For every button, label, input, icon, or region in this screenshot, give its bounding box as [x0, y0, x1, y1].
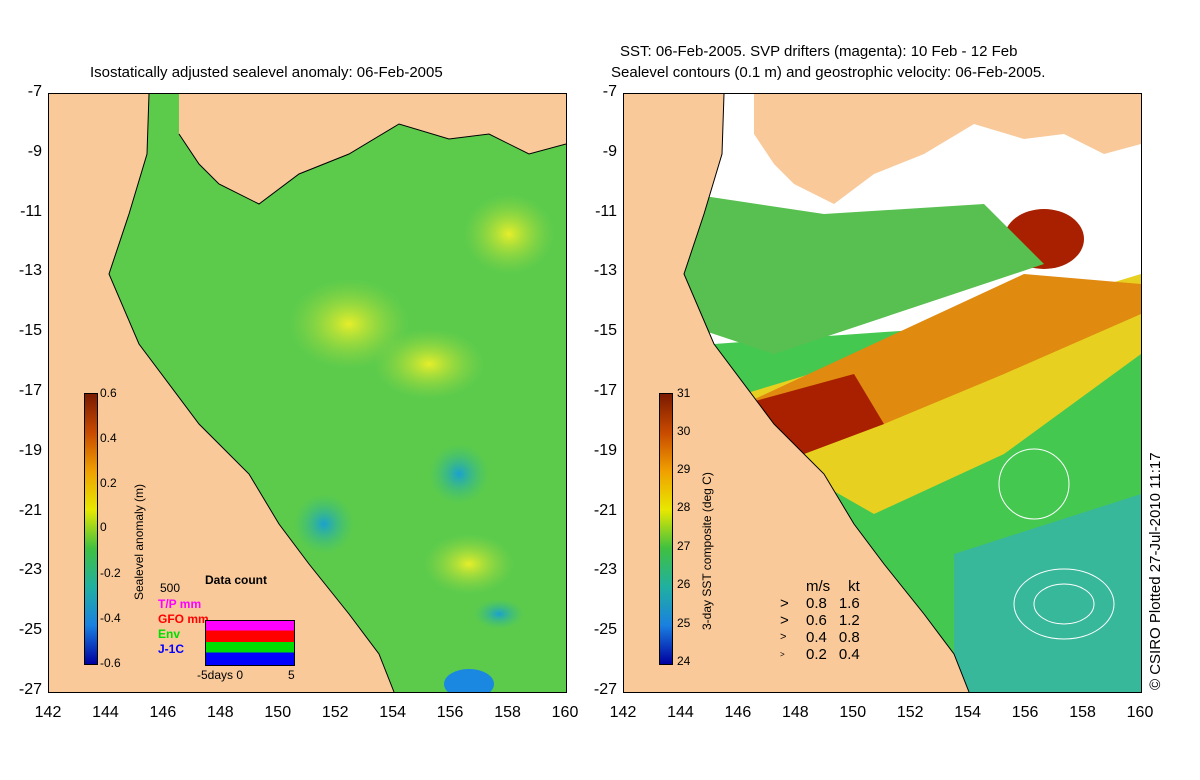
longitude-tick-label: 154	[954, 704, 981, 721]
latitude-tick-label: -9	[602, 142, 617, 160]
longitude-tick-label: 146	[149, 704, 177, 721]
latitude-tick-label: -17	[18, 382, 42, 399]
velocity-ms-value: 0.6	[806, 612, 827, 629]
latitude-tick-label: -11	[595, 202, 617, 220]
latitude-tick-label: -19	[18, 441, 42, 459]
data-count-legend-gfo: GFO mm	[158, 612, 209, 626]
right-map-title-line2: Sealevel contours (0.1 m) and geostrophi…	[611, 64, 1046, 81]
sst-colorbar-tick: 26	[677, 577, 691, 591]
longitude-tick-label: 154	[379, 704, 406, 721]
longitude-tick-label: 158	[1069, 704, 1096, 721]
sst-map-graphic	[624, 94, 1141, 692]
longitude-tick-label: 156	[1011, 704, 1039, 721]
latitude-tick-label: -11	[20, 202, 42, 220]
longitude-tick-label: 152	[896, 704, 924, 721]
longitude-tick-label: 146	[724, 704, 752, 721]
longitude-tick-label: 148	[781, 704, 809, 721]
sealevel-colorbar	[84, 393, 98, 665]
sst-colorbar-title: 3-day SST composite (deg C)	[700, 472, 714, 630]
velocity-kt-value: 1.2	[838, 612, 860, 629]
data-count-title: Data count	[205, 573, 268, 587]
velocity-kt-value: 0.8	[838, 629, 860, 646]
velocity-ms-value: 0.4	[806, 629, 827, 646]
velocity-legend-kt-header: kt	[848, 578, 860, 595]
velocity-kt-value: 0.4	[838, 646, 860, 663]
longitude-tick-label: 148	[206, 704, 234, 721]
latitude-tick-label: -13	[18, 262, 42, 280]
velocity-ms-value: 0.8	[806, 595, 827, 612]
latitude-tick-label: -27	[593, 681, 617, 698]
sst-colorbar-tick: 30	[677, 424, 691, 438]
sst-colorbar-tick: 25	[677, 616, 691, 630]
longitude-tick-label: 152	[321, 704, 349, 721]
sst-colorbar-tick: 27	[677, 539, 691, 553]
longitude-tick-label: 160	[551, 704, 579, 721]
left-map-title: Isostatically adjusted sealevel anomaly:…	[90, 64, 443, 81]
colorbar-tick: 0.4	[100, 431, 117, 445]
sealevel-anomaly-map	[48, 93, 567, 693]
longitude-tick-label: 158	[494, 704, 521, 721]
sealevel-map-graphic	[49, 94, 566, 692]
longitude-tick-label: 142	[34, 704, 62, 721]
arrow-icon: >	[780, 612, 789, 629]
sst-colorbar-tick: 31	[677, 386, 691, 400]
latitude-tick-label: -23	[18, 561, 42, 579]
colorbar-tick: 0.6	[100, 386, 117, 400]
latitude-tick-label: -21	[593, 501, 617, 519]
colorbar-tick: -0.4	[100, 611, 121, 625]
arrow-icon: >	[780, 595, 789, 612]
longitude-tick-label: 144	[667, 704, 694, 721]
velocity-legend: m/s kt >0.8 1.6 >0.6 1.2 >0.4 0.8 >0.2 0.4	[780, 578, 860, 663]
latitude-tick-label: -21	[18, 501, 42, 519]
latitude-tick-label: -25	[18, 621, 42, 639]
latitude-tick-label: -25	[593, 621, 617, 639]
latitude-tick-label: -23	[593, 561, 617, 579]
latitude-tick-label: -7	[27, 83, 42, 100]
colorbar-tick: 0.2	[100, 476, 117, 490]
latitude-tick-label: -7	[602, 83, 617, 100]
sst-colorbar-tick: 28	[677, 500, 691, 514]
arrow-icon: >	[780, 631, 787, 643]
latitude-tick-label: -17	[593, 382, 617, 399]
sst-colorbar-tick: 24	[677, 654, 691, 668]
longitude-tick-label: 150	[264, 704, 292, 721]
sst-colorbar-tick: 29	[677, 462, 691, 476]
latitude-tick-label: -9	[27, 142, 42, 160]
longitude-tick-label: 156	[436, 704, 464, 721]
data-count-max: 500	[160, 581, 181, 595]
colorbar-tick: -0.6	[100, 656, 121, 670]
latitude-tick-label: -19	[593, 441, 617, 459]
longitude-tick-label: 150	[839, 704, 867, 721]
velocity-legend-ms-header: m/s	[806, 578, 831, 595]
data-count-legend-j1c: J-1C	[158, 642, 185, 656]
right-map-title-line1: SST: 06-Feb-2005. SVP drifters (magenta)…	[620, 43, 1018, 60]
arrow-icon: >	[780, 650, 785, 659]
latitude-tick-label: -27	[18, 681, 42, 698]
latitude-tick-label: -15	[593, 322, 617, 340]
plot-credit: © CSIRO Plotted 27-Jul-2010 11:17	[1147, 452, 1164, 690]
longitude-tick-label: 144	[92, 704, 119, 721]
velocity-kt-value: 1.6	[838, 595, 860, 612]
sst-colorbar	[659, 393, 673, 665]
data-count-legend-env: Env	[158, 627, 181, 641]
colorbar-title: Sealevel anomaly (m)	[132, 483, 146, 600]
colorbar-tick: -0.2	[100, 566, 121, 580]
data-count-bars	[205, 620, 295, 666]
longitude-tick-label: 160	[1126, 704, 1154, 721]
latitude-tick-label: -13	[593, 262, 617, 280]
data-count-xaxis-end: 5	[288, 668, 295, 682]
colorbar-tick: 0	[100, 520, 107, 534]
data-count-legend-tp: T/P mm	[158, 597, 202, 611]
velocity-ms-value: 0.2	[806, 646, 827, 663]
sst-map	[623, 93, 1142, 693]
latitude-tick-label: -15	[18, 322, 42, 340]
longitude-tick-label: 142	[609, 704, 637, 721]
data-count-xaxis: -5days 0	[197, 668, 244, 682]
